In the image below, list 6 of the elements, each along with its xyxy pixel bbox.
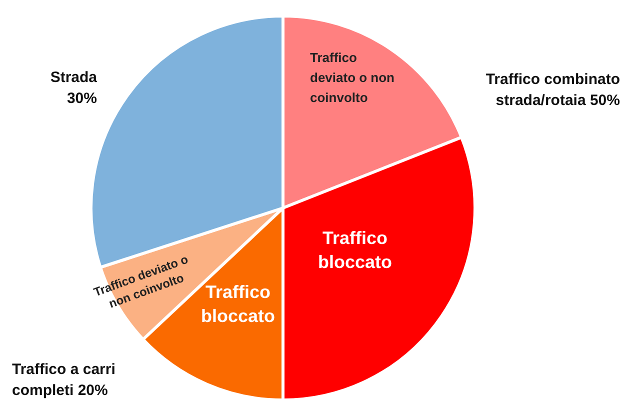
text: Traffico a carri completi 20%	[12, 361, 116, 399]
slice-label: Traffico deviato o non coinvolto	[310, 50, 395, 105]
text: Traffico combinato strada/rotaia 50%	[486, 71, 620, 109]
slice-label: Traffico bloccato	[200, 282, 276, 326]
text: Strada 30%	[50, 69, 98, 107]
slice-label: Traffico bloccato	[318, 228, 392, 272]
